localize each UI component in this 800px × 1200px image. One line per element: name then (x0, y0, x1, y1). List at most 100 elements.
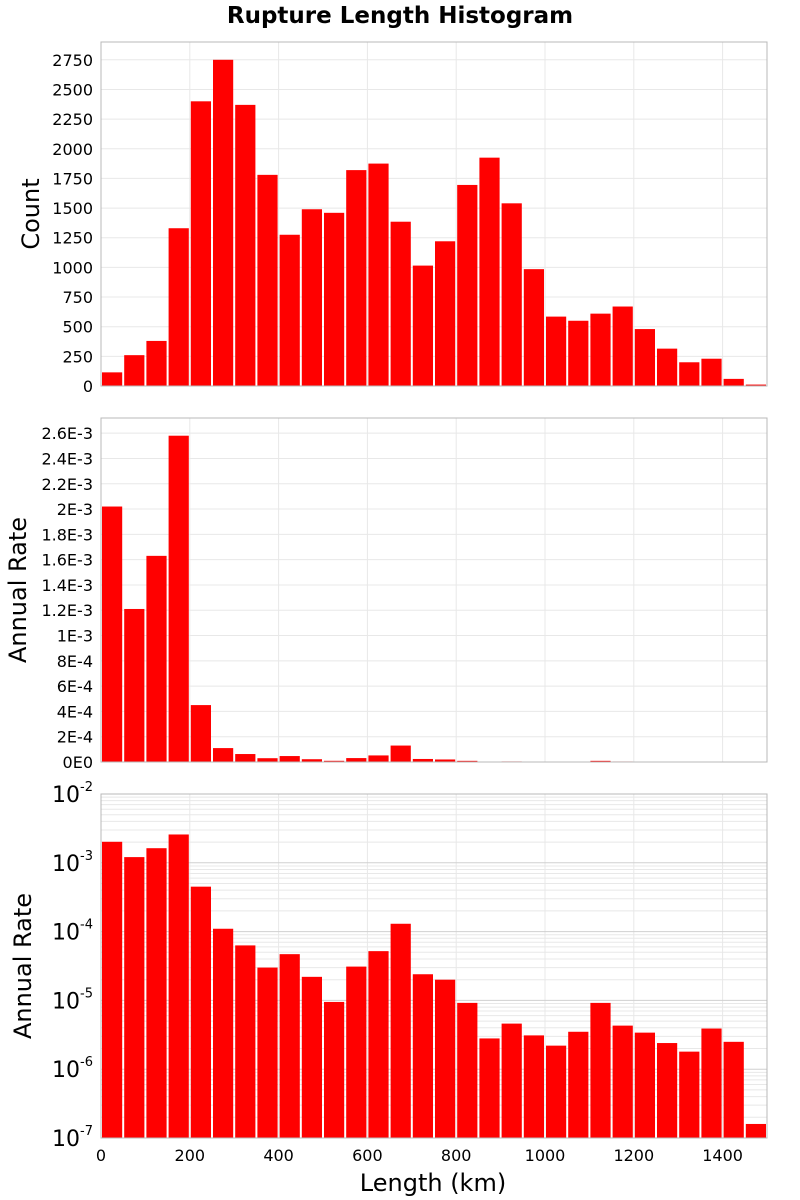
rate-log-bar (279, 954, 300, 1138)
rate-log-bar (390, 923, 411, 1138)
rate-log-bar (723, 1041, 744, 1138)
y-tick-base: 10 (52, 852, 80, 877)
rate-linear-bar (457, 760, 478, 762)
rate-log-bar (657, 1043, 678, 1138)
rate-linear-bar (590, 760, 611, 762)
rate-linear-y-tick-label: 2E-4 (57, 728, 93, 747)
count-bar (479, 157, 500, 386)
rate-log-bar (479, 1038, 500, 1138)
rate-log-bar (235, 945, 256, 1138)
rate-log-y-tick-label: 10-6 (52, 1055, 93, 1083)
rate-linear-y-tick-label: 1.4E-3 (41, 576, 93, 595)
y-tick-exponent: -5 (80, 986, 93, 1001)
count-bar (590, 313, 611, 386)
rate-log-bar (435, 979, 456, 1138)
rate-linear-y-tick-label: 2.4E-3 (41, 449, 93, 468)
count-y-tick-label: 1500 (52, 199, 93, 218)
rate-log-bar (412, 974, 433, 1138)
rate-log-panel: 10-710-610-510-410-310-2 0 200 400 600 800 10… (9, 780, 768, 1197)
y-tick-exponent: -2 (80, 780, 93, 795)
rate-log-bar (523, 1035, 544, 1138)
count-bars (102, 59, 766, 387)
count-bar (501, 203, 522, 386)
rate-log-bar (590, 1002, 611, 1138)
x-tick-label: 1200 (613, 1146, 654, 1165)
rate-linear-y-ticks: 0E0 2E-4 4E-4 6E-4 8E-4 1E-3 1.2E-3 1.4E-3 1.6E-… (41, 424, 93, 772)
rate-log-bar (324, 1001, 345, 1138)
count-y-tick-label: 2250 (52, 110, 93, 129)
rate-linear-bar (279, 756, 300, 762)
y-tick-base: 10 (52, 1127, 80, 1152)
rate-linear-y-tick-label: 2.6E-3 (41, 424, 93, 443)
rate-log-plot-frame (100, 793, 768, 1139)
x-tick-label: 400 (263, 1146, 294, 1165)
count-y-tick-label: 250 (62, 347, 93, 366)
count-bar (723, 378, 744, 386)
count-bar (190, 101, 211, 386)
rate-linear-y-tick-label: 1E-3 (57, 627, 93, 646)
count-bar (168, 228, 189, 386)
count-y-tick-label: 1250 (52, 229, 93, 248)
rate-linear-panel: 0E0 2E-4 4E-4 6E-4 8E-4 1E-3 1.2E-3 1.4E-3 1.6E-… (4, 417, 768, 772)
y-tick-base: 10 (52, 783, 80, 808)
count-y-tick-label: 2750 (52, 51, 93, 70)
rate-linear-bar (368, 755, 389, 762)
rate-log-bar (124, 857, 145, 1138)
count-bar (568, 320, 589, 386)
rate-linear-y-tick-label: 1.8E-3 (41, 525, 93, 544)
chart-title: Rupture Length Histogram (227, 3, 573, 29)
rate-log-bar (368, 951, 389, 1138)
rate-log-bar (190, 886, 211, 1138)
rate-log-bar (546, 1045, 567, 1138)
rate-log-bar (679, 1051, 700, 1138)
count-bar (257, 174, 278, 386)
rate-linear-bar (124, 608, 145, 762)
rate-log-y-tick-label: 10-4 (52, 918, 93, 946)
y-tick-exponent: -4 (80, 918, 93, 933)
count-bar (390, 221, 411, 386)
rate-linear-plot-frame (100, 417, 768, 763)
count-y-tick-label: 2000 (52, 140, 93, 159)
count-y-tick-label: 500 (62, 318, 93, 337)
rate-log-y-ticks: 10-710-610-510-410-310-2 (52, 780, 93, 1152)
rate-linear-bar (257, 758, 278, 762)
rate-log-y-tick-label: 10-2 (52, 780, 93, 808)
count-y-ticks: 0 250 500 750 1000 1250 1500 1750 2000 2250 2500 27… (52, 51, 93, 396)
x-axis-label: Length (km) (360, 1169, 506, 1197)
rate-linear-bar (102, 506, 123, 762)
rate-log-bar (213, 928, 234, 1138)
rate-linear-y-tick-label: 1.6E-3 (41, 551, 93, 570)
count-bar (213, 59, 234, 387)
rate-log-bar (257, 967, 278, 1138)
rate-log-bar (346, 966, 367, 1138)
x-tick-label: 1400 (702, 1146, 743, 1165)
rate-linear-y-tick-label: 8E-4 (57, 652, 93, 671)
count-bar (235, 104, 256, 387)
rate-linear-grid (100, 418, 767, 763)
count-y-tick-label: 750 (62, 288, 93, 307)
count-bar (457, 184, 478, 386)
count-panel: 0 250 500 750 1000 1250 1500 1750 2000 2250 2500 27… (17, 41, 768, 396)
x-tick-label: 0 (96, 1146, 106, 1165)
y-tick-exponent: -6 (80, 1055, 93, 1070)
count-y-tick-label: 1000 (52, 258, 93, 277)
rate-log-bar (102, 841, 123, 1138)
rate-log-y-tick-label: 10-3 (52, 849, 93, 877)
x-tick-label: 1000 (525, 1146, 566, 1165)
count-bar (745, 384, 766, 386)
rate-linear-y-tick-label: 6E-4 (57, 677, 93, 696)
rate-log-bar (168, 834, 189, 1138)
rate-linear-y-tick-label: 2.2E-3 (41, 475, 93, 494)
count-bar (124, 355, 145, 386)
rate-log-bar (701, 1028, 722, 1138)
rate-log-bar (568, 1031, 589, 1138)
rate-log-y-tick-label: 10-7 (52, 1124, 93, 1152)
count-bar (679, 362, 700, 386)
rate-linear-bar (435, 759, 456, 762)
count-bar (612, 306, 633, 386)
rate-linear-y-tick-label: 1.2E-3 (41, 601, 93, 620)
rate-linear-bar (168, 435, 189, 762)
rate-log-bar (301, 976, 322, 1138)
rate-log-bar (745, 1123, 766, 1138)
